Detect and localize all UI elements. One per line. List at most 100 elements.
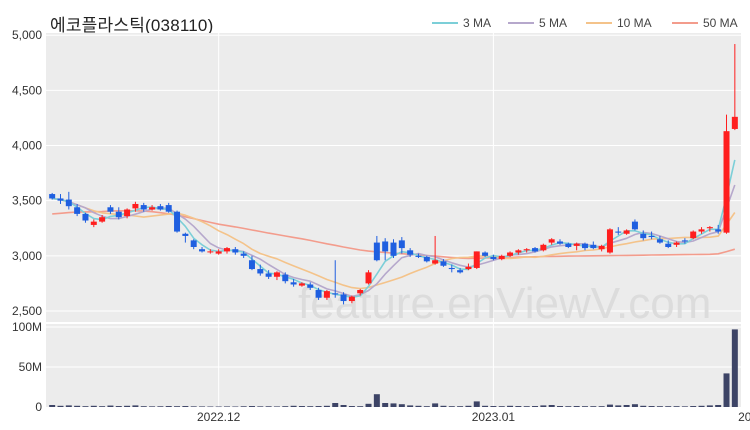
candle-body <box>265 273 272 277</box>
candle-body <box>440 261 447 266</box>
candle-body <box>273 272 280 277</box>
volume-bar <box>581 406 588 407</box>
candle-body <box>598 245 605 250</box>
volume-bar <box>615 405 622 407</box>
candle-body <box>165 205 172 212</box>
volume-bar <box>673 406 680 407</box>
price-tick-label: 3,500 <box>12 194 42 208</box>
volume-bar <box>648 406 655 407</box>
candle-body <box>232 249 239 253</box>
volume-bar <box>548 405 555 407</box>
volume-tick-label: 100M <box>12 320 42 334</box>
volume-bar <box>74 405 81 407</box>
volume-bar <box>90 405 97 407</box>
volume-bar <box>440 405 447 407</box>
candle-body <box>473 251 480 268</box>
volume-bar <box>515 406 522 407</box>
volume-bar <box>631 404 638 407</box>
volume-bar <box>240 406 247 407</box>
candle-body <box>465 266 472 270</box>
volume-bar <box>357 406 364 407</box>
volume-bar <box>715 405 722 407</box>
volume-bar <box>290 405 297 407</box>
volume-panel <box>46 324 741 407</box>
candle-body <box>240 253 247 256</box>
volume-bar <box>723 373 730 407</box>
volume-bar <box>257 406 264 407</box>
candle-body <box>298 283 305 286</box>
candle-body <box>340 294 347 302</box>
volume-bar <box>332 403 339 407</box>
volume-bar <box>348 406 355 407</box>
volume-bar <box>681 406 688 407</box>
candle-body <box>532 248 539 252</box>
candle-body <box>307 284 314 288</box>
price-tick-label: 3,000 <box>12 249 42 263</box>
volume-bar <box>165 406 172 407</box>
volume-bar <box>182 406 189 407</box>
volume-bar <box>215 406 222 408</box>
price-tick-label: 2,500 <box>12 304 42 318</box>
candle-body <box>207 251 214 253</box>
candle-body <box>623 230 630 234</box>
candle-body <box>432 260 439 264</box>
volume-bar <box>457 406 464 407</box>
candle-body <box>507 252 514 256</box>
candle-body <box>140 205 147 210</box>
volume-bar <box>140 406 147 407</box>
price-tick-label: 4,500 <box>12 83 42 97</box>
ma10-line <box>52 197 736 290</box>
candle-body <box>223 248 230 252</box>
candlesticks <box>49 44 738 305</box>
candle-body <box>690 231 697 239</box>
candle-body <box>65 199 72 207</box>
candle-body <box>132 203 139 209</box>
candle-body <box>615 231 622 233</box>
volume-bar <box>124 405 131 407</box>
volume-bar <box>49 405 56 407</box>
volume-bar <box>107 405 114 407</box>
candle-body <box>665 243 672 247</box>
candle-body <box>423 256 430 262</box>
volume-bar <box>232 406 239 408</box>
candle-body <box>565 243 572 247</box>
volume-bar <box>390 403 397 407</box>
volume-bar <box>598 406 605 407</box>
legend-label: 10 MA <box>617 16 652 30</box>
legend-label: 50 MA <box>703 16 738 30</box>
legend: 3 MA 5 MA 10 MA 50 MA <box>432 16 738 30</box>
watermark: feature.enViewV.com <box>298 279 711 328</box>
candle-body <box>323 291 330 298</box>
volume-bar <box>149 406 156 407</box>
volume-bar <box>540 405 547 407</box>
candle-body <box>373 242 380 261</box>
candle-body <box>115 211 122 218</box>
candle-body <box>248 260 255 270</box>
candle-body <box>706 227 713 229</box>
volume-bar <box>407 405 414 407</box>
candle-body <box>557 241 564 244</box>
volume-bar <box>132 405 139 407</box>
volume-bar <box>57 405 64 407</box>
volume-bar <box>640 405 647 407</box>
candle-body <box>656 239 663 243</box>
date-tick-label: 2022.12 <box>197 410 241 424</box>
volume-bar <box>373 394 380 407</box>
candle-body <box>149 207 156 210</box>
volume-bar <box>115 406 122 407</box>
candle-body <box>290 282 297 285</box>
candle-body <box>573 243 580 246</box>
candle-body <box>90 221 97 225</box>
volume-bar <box>223 406 230 407</box>
candle-body <box>490 256 497 260</box>
volume-bar <box>432 403 439 407</box>
volume-bar <box>482 405 489 407</box>
volume-bar <box>606 404 613 407</box>
volume-bar <box>265 406 272 407</box>
candle-body <box>124 209 131 217</box>
volume-tick-label: 0 <box>35 400 42 414</box>
candle-body <box>174 211 181 232</box>
volume-bar <box>423 406 430 407</box>
candle-body <box>448 267 455 270</box>
volume-bar <box>507 405 514 407</box>
